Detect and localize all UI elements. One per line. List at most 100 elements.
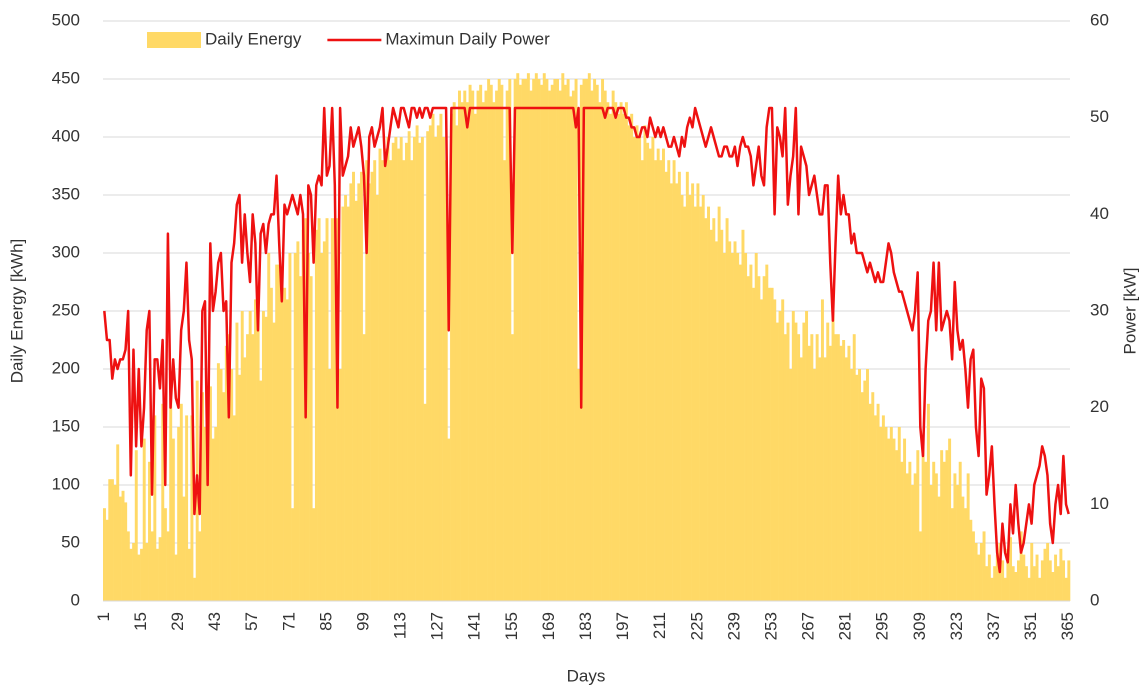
x-tick-label: 43 [205, 612, 224, 631]
bar [693, 206, 697, 601]
bar [399, 137, 403, 601]
bar [558, 90, 562, 601]
bar [508, 79, 512, 601]
bar [866, 369, 869, 601]
bar [624, 102, 628, 601]
bar [317, 218, 321, 601]
bar [254, 299, 257, 601]
bar [1030, 543, 1034, 601]
bar [537, 79, 541, 601]
bar [699, 206, 703, 601]
bar [505, 90, 509, 601]
bar [895, 450, 899, 601]
bar [611, 90, 615, 601]
bar [667, 160, 671, 601]
bar [574, 79, 578, 601]
bar [434, 137, 438, 601]
bar [518, 84, 522, 602]
bar [1003, 577, 1007, 601]
bar [850, 369, 854, 601]
bar [852, 334, 856, 601]
bar [1046, 543, 1050, 601]
bar [460, 102, 464, 601]
bar [259, 380, 263, 601]
bar [132, 543, 136, 601]
bar [529, 90, 533, 601]
x-tick-label: 1 [94, 612, 113, 621]
bar [322, 241, 326, 601]
bar [948, 438, 952, 601]
bar [879, 427, 883, 601]
bar [296, 241, 300, 601]
y2-tick-label: 50 [1090, 107, 1109, 126]
bar [979, 543, 983, 601]
bar [760, 299, 763, 601]
bar [238, 374, 242, 601]
bar [314, 229, 318, 602]
bar [995, 554, 999, 601]
bar [301, 229, 305, 602]
bar [532, 79, 536, 601]
bar [373, 160, 377, 601]
bar [831, 311, 835, 601]
bar [126, 531, 130, 601]
bar [211, 438, 215, 601]
bar [677, 171, 681, 602]
bar [958, 461, 962, 601]
bar [140, 548, 144, 601]
bar [481, 102, 485, 601]
bar [436, 125, 440, 602]
bar [656, 148, 660, 601]
bar [752, 287, 756, 601]
bar [1056, 566, 1060, 601]
x-tick-label: 365 [1058, 612, 1077, 640]
y-tick-label: 150 [52, 416, 80, 435]
bar [1035, 554, 1039, 601]
bar [129, 548, 133, 601]
bar [688, 195, 692, 601]
bar [359, 171, 363, 602]
bar [680, 195, 684, 601]
x-tick-label: 141 [465, 612, 484, 640]
bar [492, 102, 496, 601]
bar [288, 253, 292, 601]
bar [733, 241, 737, 601]
bar [423, 403, 427, 601]
bar [662, 148, 665, 601]
bar [190, 415, 194, 601]
bar [471, 90, 475, 601]
bar [476, 90, 480, 601]
bar [884, 427, 888, 601]
bar [198, 531, 202, 601]
bar [746, 276, 750, 601]
bar [232, 415, 236, 601]
bar [391, 142, 395, 602]
bar [728, 241, 732, 601]
bar [1022, 554, 1026, 601]
bar [1024, 566, 1028, 601]
bar [1043, 548, 1047, 601]
bar [858, 369, 862, 601]
bar [187, 548, 191, 601]
bar [900, 461, 904, 601]
bar [155, 548, 159, 601]
legend-swatch [147, 32, 201, 48]
bar [177, 427, 181, 601]
x-tick-label: 85 [316, 612, 335, 631]
bar [415, 125, 419, 602]
bar [1032, 566, 1036, 601]
bar [450, 113, 454, 602]
bar [828, 345, 832, 601]
y2-tick-label: 40 [1090, 204, 1109, 223]
y-tick-label: 0 [71, 590, 80, 609]
bar [219, 369, 223, 601]
bar [971, 531, 975, 601]
bar [603, 90, 607, 601]
bar [736, 253, 740, 601]
bar [503, 160, 506, 601]
bar [964, 508, 967, 601]
bar [418, 142, 422, 602]
bar [815, 334, 819, 601]
bar [447, 438, 451, 601]
